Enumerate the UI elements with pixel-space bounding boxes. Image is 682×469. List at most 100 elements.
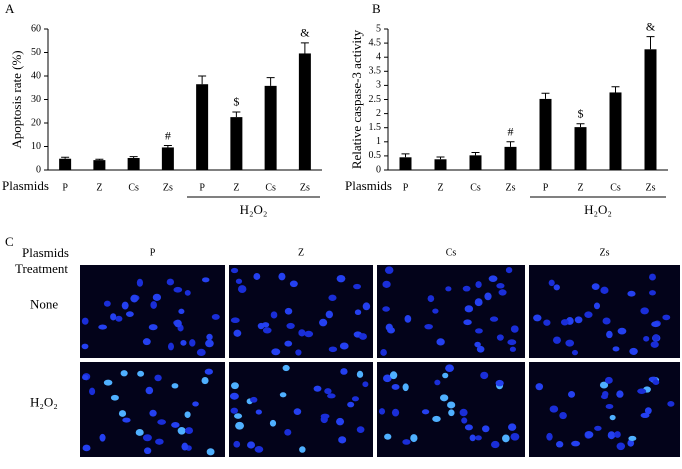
nucleus [584,431,594,439]
nucleus [196,348,206,357]
y-tick-label: 5 [376,23,381,34]
y-tick-label: 0 [376,164,381,175]
nucleus [380,348,387,356]
panel-letter: A [5,1,15,16]
bar [59,158,72,170]
bar [434,159,447,170]
x-tick-label: P [543,182,549,193]
nucleus [362,381,369,388]
nucleus [627,290,636,297]
nucleus [235,421,245,430]
nucleus [229,392,239,400]
nucleus [150,301,157,309]
bar [574,127,587,170]
nucleus [543,319,551,326]
nucleus [351,396,360,402]
nucleus [384,266,394,274]
nucleus [667,401,675,407]
nucleus [125,311,134,317]
nucleus [474,298,483,307]
category-label: Plasmids [2,178,49,193]
nucleus [571,440,581,447]
y-axis-label: Apoptosis rate (%) [9,50,24,148]
nucleus [616,442,626,451]
error-bar [266,77,275,86]
nucleus [171,422,180,428]
nucleus [154,374,162,382]
column-label: Zs [600,247,610,258]
nucleus [602,317,611,325]
nucleus [475,328,483,334]
nucleus [607,431,616,440]
bar [127,158,140,170]
nucleus [600,286,609,294]
nucleus [122,417,131,423]
nucleus [135,429,144,436]
x-tick-label: Z [96,182,102,193]
error-bar [576,123,585,128]
nucleus [649,273,656,281]
category-label: Plasmids [345,178,392,193]
nucleus [571,349,579,356]
nucleus [347,401,355,408]
nucleus [328,294,337,301]
y-tick-label: 30 [31,94,41,105]
nucleus [257,322,265,330]
nucleus [89,387,96,396]
nucleus [136,278,144,287]
nucleus [201,277,210,283]
y-tick-label: 1 [376,136,381,147]
nucleus [270,311,278,319]
nucleus [605,403,614,409]
y-tick-label: 50 [31,47,41,58]
nucleus [313,385,322,392]
nucleus [404,315,412,323]
nucleus [166,278,175,286]
significance-marker: # [165,128,171,142]
nucleus [439,394,449,402]
nucleus [269,419,277,427]
y-tick-label: 40 [31,70,41,81]
nucleus [142,338,151,346]
nucleus [145,386,154,395]
micrograph [80,362,225,457]
nucleus [233,329,242,337]
x-tick-label: Zs [300,182,310,193]
nucleus [480,371,489,380]
nucleus [476,345,485,353]
y-tick-label: 4.5 [369,37,382,48]
x-tick-label: Cs [470,182,481,193]
x-tick-label: Zs [506,182,516,193]
x-tick-label: Cs [610,182,621,193]
nucleus [110,313,117,321]
nucleus [189,339,196,347]
micrograph [229,362,373,457]
nucleus [593,302,601,310]
micrograph [229,265,373,358]
nucleus [555,441,564,448]
error-bar [646,36,655,50]
nucleus [604,376,613,384]
nucleus [424,324,433,330]
nucleus [192,401,199,407]
nucleus [253,273,261,280]
nucleus [629,347,638,355]
nucleus [155,438,164,445]
nucleus [230,407,239,414]
error-bar [611,86,620,93]
y-tick-label: 0.5 [369,150,382,161]
nucleus [171,383,179,389]
nucleus [328,346,338,353]
nucleus [584,311,593,318]
y-tick-label: 2 [376,108,381,119]
nucleus [254,446,264,453]
x-tick-label: Zs [646,182,656,193]
nucleus [384,433,392,440]
nucleus [81,317,89,325]
nucleus [533,314,542,322]
y-tick-label: 3 [376,80,381,91]
nucleus [387,327,395,334]
nucleus [110,394,119,401]
nucleus [320,415,328,424]
nucleus [324,388,332,395]
